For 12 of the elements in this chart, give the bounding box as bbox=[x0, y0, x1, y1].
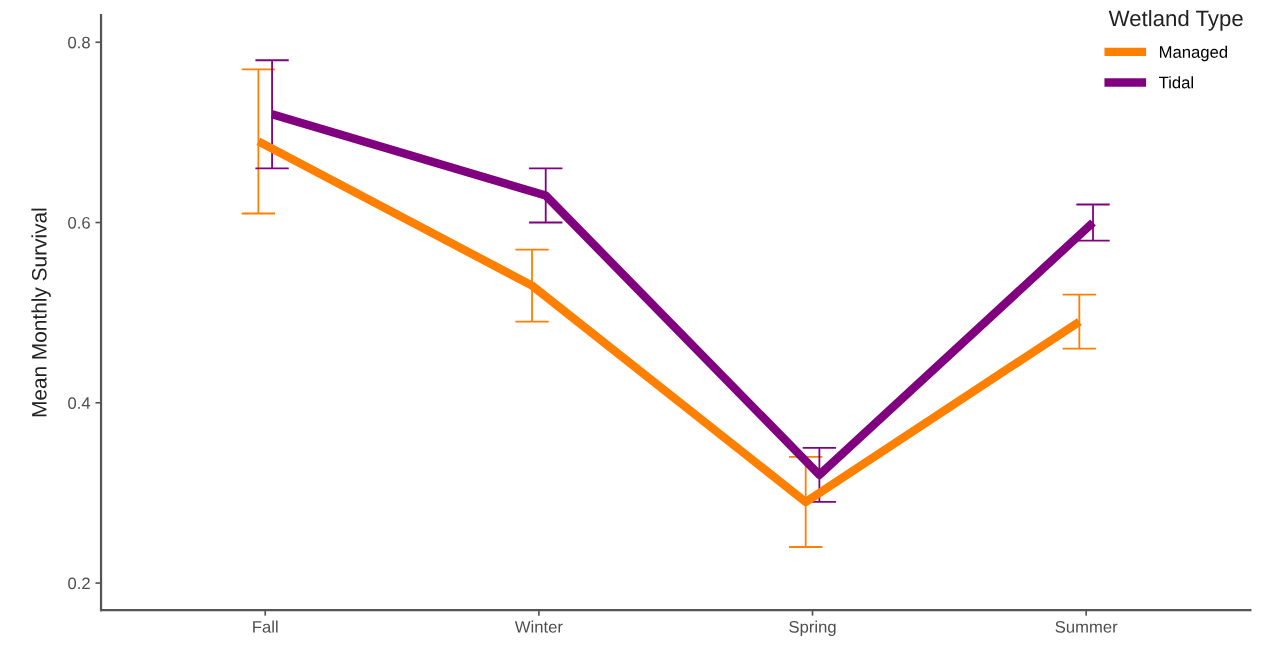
legend-title: Wetland Type bbox=[1108, 9, 1243, 31]
x-tick-label: Summer bbox=[1055, 620, 1118, 633]
legend-label: Managed bbox=[1159, 45, 1228, 62]
y-tick-label: 0.6 bbox=[68, 216, 90, 229]
y-axis-title: Mean Monthly Survival bbox=[31, 208, 51, 417]
legend-label: Tidal bbox=[1158, 76, 1193, 89]
x-tick-label: Spring bbox=[789, 620, 836, 637]
x-tick-label: Winter bbox=[514, 620, 563, 633]
y-tick-label: 0.2 bbox=[68, 577, 90, 590]
y-tick-label: 0.8 bbox=[68, 36, 90, 49]
y-tick-label: 0.4 bbox=[68, 397, 91, 409]
x-tick-label: Fall bbox=[253, 620, 278, 633]
